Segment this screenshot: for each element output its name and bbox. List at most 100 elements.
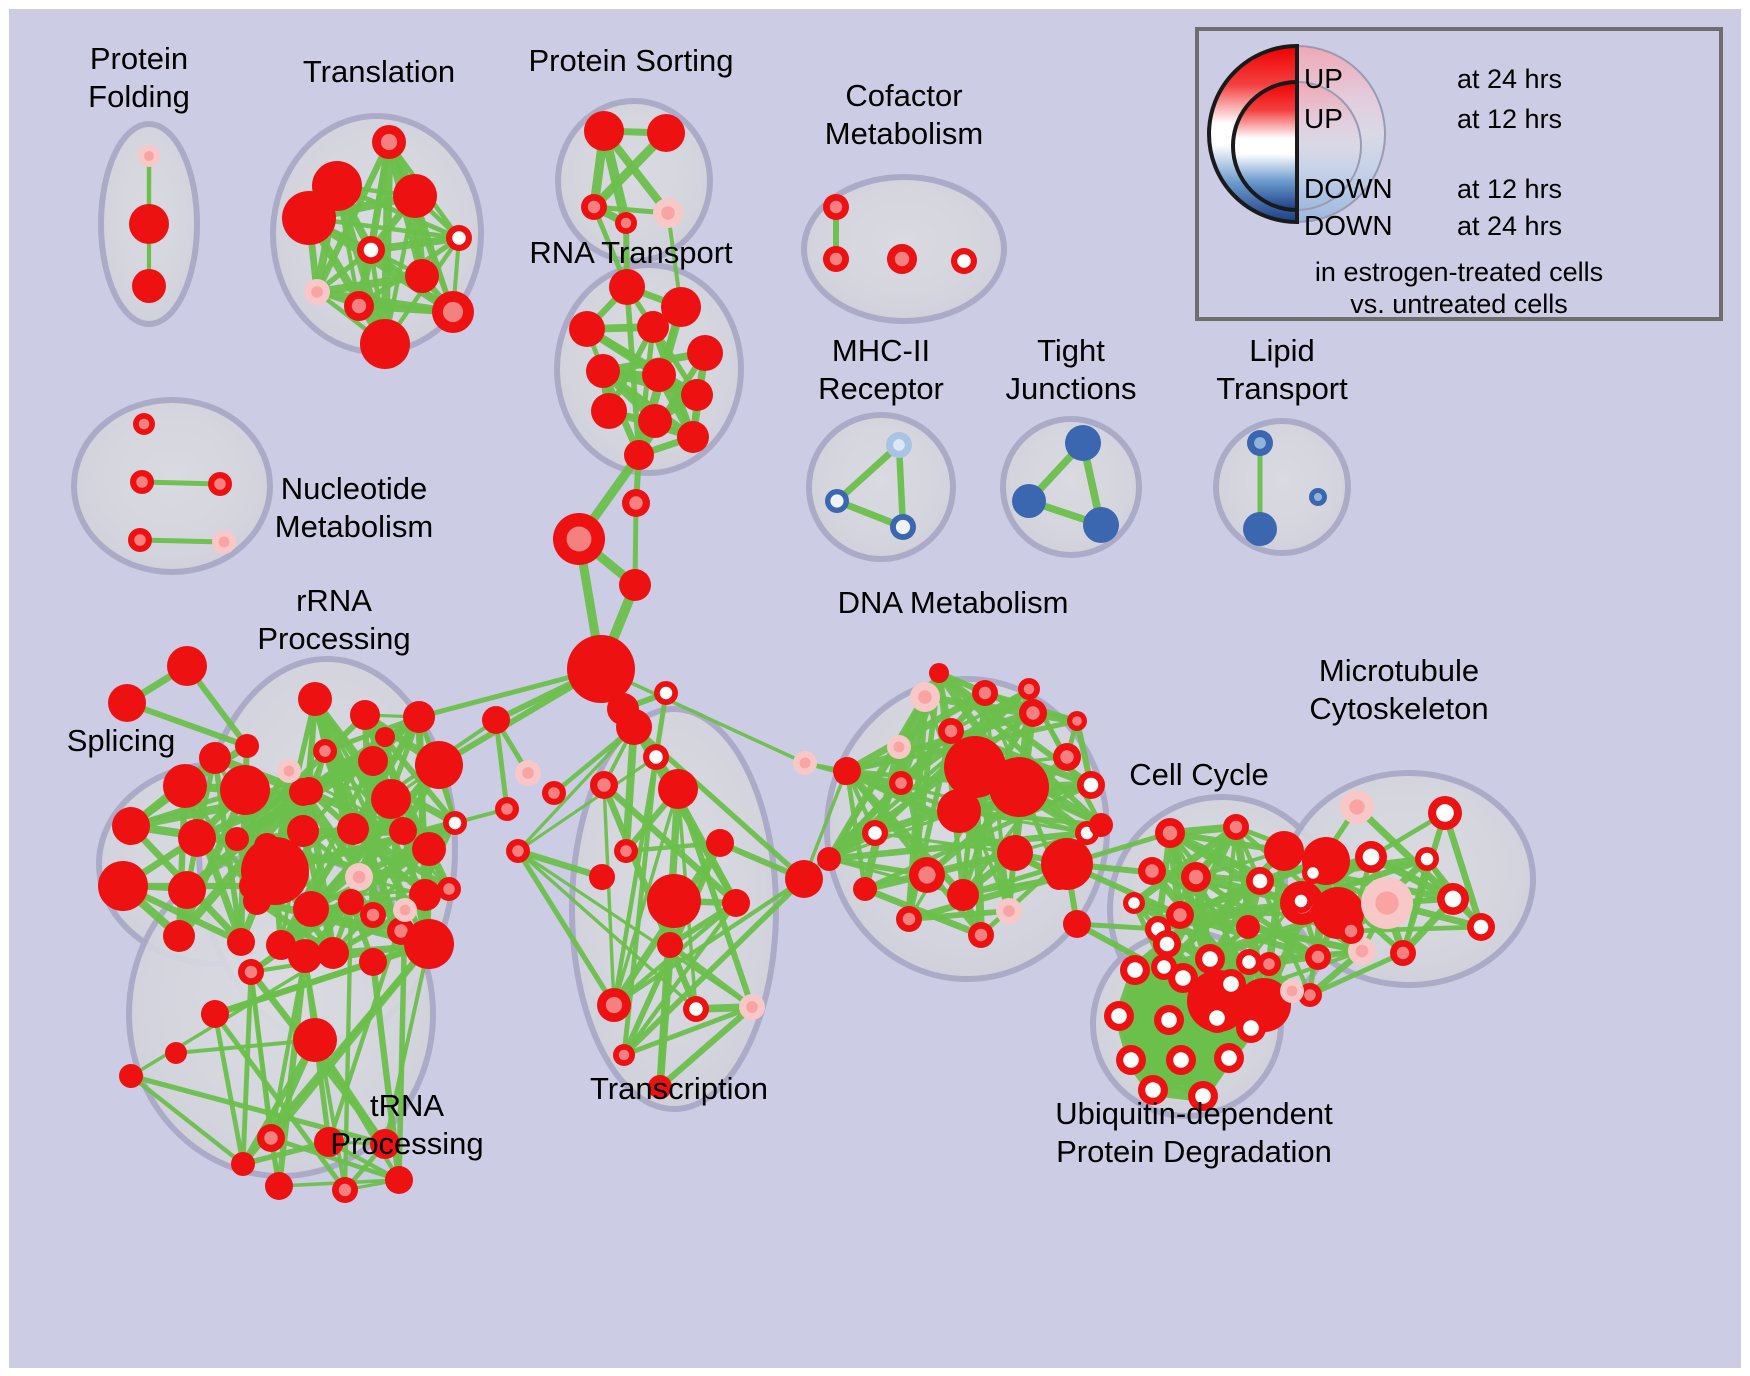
node-bridge[interactable] [167,646,207,686]
node-splicing[interactable] [98,861,148,911]
cluster-label-ubiquitin-degradation: Protein Degradation [1056,1134,1332,1169]
node-rna-transport[interactable] [661,287,701,327]
node-translation[interactable] [360,319,410,369]
node-lipid-transport[interactable] [1243,512,1277,546]
node-transcription[interactable] [658,769,698,809]
node-tight-junctions[interactable] [1012,484,1046,518]
node-protein-folding[interactable] [132,269,166,303]
node-trna-processing[interactable] [359,948,387,976]
node-rna-transport[interactable] [624,440,654,470]
node-bridge[interactable] [834,763,856,785]
node-translation[interactable] [405,259,439,293]
cluster-label-splicing: Splicing [67,723,176,758]
node-protein-sorting[interactable] [647,114,685,152]
node-rna-transport[interactable] [638,404,672,438]
node-rna-transport[interactable] [677,421,709,453]
node-trna-processing[interactable] [370,1129,400,1159]
node-rna-transport[interactable] [642,358,676,392]
node-rrna-processing[interactable] [287,815,319,847]
node-bridge[interactable] [482,706,510,734]
node-cell-cycle[interactable] [1236,915,1260,939]
node-transcription[interactable] [647,874,701,928]
node-rrna-processing[interactable] [298,682,332,716]
node-trna-processing[interactable] [201,1000,229,1028]
cluster-blob-mhc-ii-receptor[interactable] [806,412,956,562]
node-rna-transport[interactable] [609,269,645,305]
node-rrna-processing[interactable] [371,779,411,819]
node-rna-transport[interactable] [591,393,627,429]
node-cell-cycle-core [1311,950,1325,964]
node-rna-transport[interactable] [637,311,669,343]
node-transcription[interactable] [706,829,734,857]
node-trna-processing[interactable] [404,919,454,969]
cluster-labels: ProteinFoldingTranslationNucleotideMetab… [67,41,1489,1169]
node-splicing[interactable] [163,764,207,808]
node-rrna-processing[interactable] [375,727,395,747]
node-rna-transport[interactable] [586,354,620,388]
node-splicing[interactable] [168,871,206,909]
node-splicing[interactable] [220,765,270,815]
node-rrna-processing[interactable] [358,746,388,776]
node-trna-processing[interactable] [265,1172,293,1200]
node-bridge[interactable] [235,734,259,758]
node-bridge[interactable] [108,684,146,722]
node-rrna-processing[interactable] [415,741,463,789]
node-transcription[interactable] [589,864,615,890]
cluster-blob-lipid-transport[interactable] [1213,418,1351,556]
node-transcription[interactable] [722,889,750,917]
node-rrna-processing[interactable] [350,700,380,730]
node-trna-processing[interactable] [338,889,364,915]
node-tight-junctions[interactable] [1083,507,1119,543]
node-splicing[interactable] [227,928,255,956]
node-protein-sorting[interactable] [584,111,624,151]
node-rrna-processing[interactable] [389,817,417,845]
node-translation[interactable] [393,174,437,218]
node-dna-metabolism[interactable] [817,847,841,871]
node-transcription[interactable] [657,932,683,958]
node-microtubule-cytoskeleton-core [1396,946,1410,960]
node-rrna-processing[interactable] [403,701,435,733]
node-bridge[interactable] [607,693,639,725]
node-rrna-processing[interactable] [412,832,446,866]
node-rrna-processing[interactable] [317,937,349,969]
node-rrna-processing[interactable] [225,827,249,851]
node-dna-metabolism[interactable] [853,877,877,901]
node-cell-cycle[interactable] [1264,831,1304,871]
node-rrna-processing[interactable] [293,891,329,927]
node-splicing[interactable] [178,819,216,857]
node-splicing[interactable] [199,742,231,774]
node-transcription[interactable] [648,1075,672,1099]
node-trna-processing[interactable] [231,1152,255,1176]
node-dna-metabolism[interactable] [929,663,949,683]
node-rna-transport[interactable] [569,311,605,347]
node-dna-metabolism[interactable] [937,789,981,833]
node-trna-processing[interactable] [288,939,322,973]
node-protein-folding[interactable] [129,204,169,244]
node-dna-metabolism[interactable] [1089,813,1113,837]
node-transcription[interactable] [785,860,823,898]
network-edge [514,847,606,881]
node-dna-metabolism[interactable] [989,757,1049,817]
node-splicing[interactable] [163,920,195,952]
node-trna-processing[interactable] [293,1018,337,1062]
node-bridge[interactable] [1041,838,1093,890]
node-dna-metabolism[interactable] [947,879,979,911]
node-bridge[interactable] [619,569,651,601]
node-bridge[interactable] [165,1042,187,1064]
node-rrna-processing[interactable] [243,887,271,915]
node-rna-transport[interactable] [687,335,723,371]
node-rrna-processing[interactable] [295,777,323,805]
node-bridge[interactable] [567,635,635,703]
node-rrna-processing[interactable] [409,879,441,911]
node-trna-processing[interactable] [385,1166,413,1194]
cluster-blob-nucleotide-metabolism[interactable] [71,397,273,575]
node-translation[interactable] [282,191,336,245]
node-trna-processing[interactable] [119,1064,143,1088]
node-dna-metabolism[interactable] [997,835,1033,871]
node-trna-processing[interactable] [314,1127,344,1157]
node-splicing[interactable] [112,807,150,845]
node-bridge[interactable] [1063,910,1091,938]
node-tight-junctions[interactable] [1065,425,1101,461]
node-rrna-processing[interactable] [337,813,369,845]
node-rna-transport[interactable] [681,379,713,411]
